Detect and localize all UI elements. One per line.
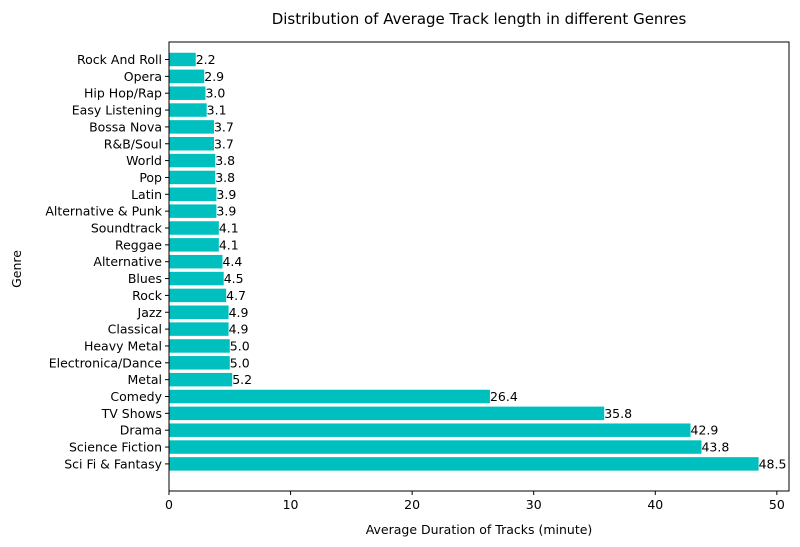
y-tick-label: Drama (120, 423, 162, 438)
bar-value-label: 4.9 (229, 305, 249, 320)
bar (169, 86, 206, 100)
plot-frame (168, 41, 790, 492)
bar (169, 204, 217, 218)
y-tick-label: Electronica/Dance (49, 355, 163, 370)
bar-value-label: 26.4 (490, 389, 518, 404)
x-axis-ticks: 0 10 20 30 40 50 (165, 491, 785, 512)
y-tick-label: Alternative (93, 254, 162, 269)
y-tick-label: Jazz (137, 305, 163, 320)
bar (169, 238, 219, 252)
bar (169, 305, 229, 319)
y-tick-label: Science Fiction (69, 440, 162, 455)
bar-value-label: 48.5 (759, 456, 787, 471)
y-tick-label: Alternative & Punk (45, 204, 162, 219)
y-tick-label: Comedy (110, 389, 162, 404)
bar-value-label: 4.1 (219, 237, 239, 252)
bar-value-label: 3.7 (214, 119, 234, 134)
bar-value-label: 4.4 (222, 254, 242, 269)
bar-value-label: 35.8 (604, 406, 632, 421)
y-tick-label: Bossa Nova (89, 119, 162, 134)
bar-value-label: 43.8 (701, 440, 729, 455)
x-axis-title: Average Duration of Tracks (minute) (366, 522, 593, 537)
bar (169, 389, 490, 404)
y-tick-label: Pop (139, 170, 162, 185)
y-tick-label: Rock And Roll (77, 52, 162, 67)
bar-value-label: 4.5 (224, 271, 244, 286)
y-tick-label: Soundtrack (91, 221, 163, 236)
bar-value-label: 2.2 (196, 52, 216, 67)
y-tick-label: Sci Fi & Fantasy (64, 456, 162, 471)
y-tick-label: TV Shows (101, 406, 162, 421)
y-tick-label: Classical (108, 322, 162, 337)
bar (169, 423, 691, 437)
y-tick-label: Opera (124, 69, 162, 84)
bar (169, 103, 207, 117)
bar (169, 254, 223, 269)
bar (169, 187, 217, 202)
bar-value-label: 3.8 (215, 170, 235, 185)
bar (169, 322, 229, 336)
bar-value-label: 4.9 (229, 322, 249, 337)
bar (169, 339, 230, 353)
bar (169, 221, 219, 235)
bar-value-label: 3.7 (214, 136, 234, 151)
bar-value-label: 5.0 (230, 338, 250, 353)
y-tick-label: Blues (128, 271, 162, 286)
bar-value-label: 4.7 (226, 288, 246, 303)
bar (169, 288, 227, 303)
bar (169, 52, 196, 67)
bar (169, 137, 214, 151)
y-tick-label: R&B/Soul (104, 136, 162, 151)
bar-value-label: 5.2 (232, 372, 252, 387)
x-tick-label: 40 (647, 497, 663, 512)
bar-value-label: 3.8 (215, 153, 235, 168)
bar-value-label: 2.9 (204, 69, 224, 84)
chart-title: Distribution of Average Track length in … (272, 10, 687, 28)
bar (169, 153, 216, 168)
x-tick-label: 30 (526, 497, 542, 512)
y-tick-label: Rock (132, 288, 163, 303)
y-tick-label: Easy Listening (72, 103, 162, 118)
bar (169, 406, 605, 421)
bar (169, 372, 233, 387)
bar-value-label: 42.9 (691, 423, 719, 438)
bar-value-label: 5.0 (230, 355, 250, 370)
y-tick-label: World (126, 153, 162, 168)
x-tick-label: 50 (769, 497, 785, 512)
bar-value-label: 3.9 (216, 187, 236, 202)
y-axis-title: Genre (9, 250, 24, 288)
x-tick-label: 20 (404, 497, 420, 512)
bar (169, 69, 205, 84)
y-tick-label: Metal (127, 372, 162, 387)
bar (169, 170, 216, 185)
bars-group (169, 52, 759, 471)
y-axis-ticks: Rock And Roll Opera Hip Hop/Rap Easy Listen… (45, 52, 169, 471)
x-tick-label: 10 (283, 497, 299, 512)
y-tick-label: Heavy Metal (84, 338, 162, 353)
bar (169, 271, 224, 286)
bar-value-label: 3.0 (205, 86, 225, 101)
bar-value-label: 3.9 (216, 204, 236, 219)
data-labels-group: 2.22.93.03.13.73.73.83.83.93.94.14.14.44… (196, 52, 787, 471)
x-tick-label: 0 (165, 497, 173, 512)
bar-value-label: 3.1 (207, 103, 227, 118)
y-tick-label: Hip Hop/Rap (84, 86, 162, 101)
bar (169, 120, 214, 134)
bar (169, 457, 759, 471)
y-tick-label: Latin (131, 187, 162, 202)
bar (169, 440, 702, 454)
bar (169, 356, 230, 370)
y-tick-label: Reggae (115, 237, 162, 252)
bar-value-label: 4.1 (219, 221, 239, 236)
